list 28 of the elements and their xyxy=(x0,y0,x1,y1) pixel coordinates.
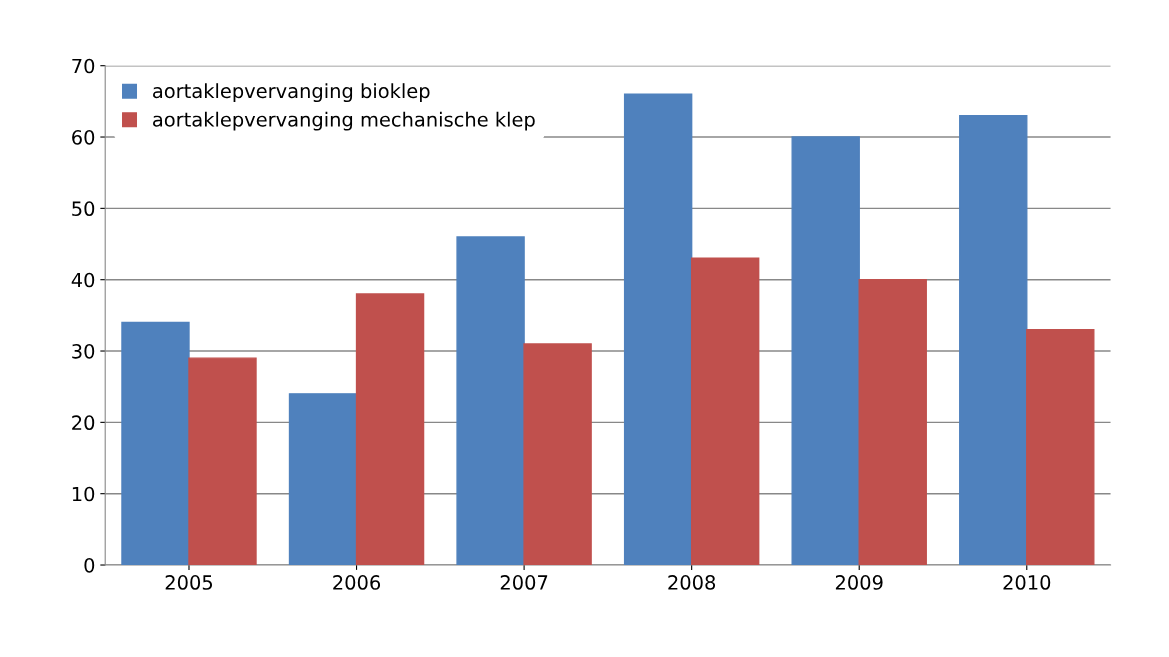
y-tick-label: 70 xyxy=(72,58,95,74)
y-tick-label: 0 xyxy=(84,557,95,573)
legend-label: aortaklepvervanging mechanische klep xyxy=(153,111,535,131)
x-tick-label: 2006 xyxy=(333,575,381,590)
x-tick-label: 2007 xyxy=(500,575,548,590)
x-tick-label: 2009 xyxy=(835,575,883,590)
x-tick-label: 2008 xyxy=(668,575,716,590)
bar xyxy=(1026,328,1095,566)
y-tick-label: 30 xyxy=(72,343,95,359)
bar xyxy=(456,236,525,566)
bar xyxy=(523,343,592,566)
x-tick-label: 2010 xyxy=(1003,575,1051,590)
y-tick-label: 50 xyxy=(72,201,95,217)
x-tick-label: 2005 xyxy=(165,575,213,590)
bar xyxy=(355,293,425,566)
bar xyxy=(959,114,1028,566)
y-tick-label: 20 xyxy=(72,415,95,431)
bar xyxy=(791,136,860,566)
bar xyxy=(690,257,760,566)
legend-label: aortaklepvervanging bioklep xyxy=(153,83,430,103)
bar xyxy=(623,93,693,566)
y-tick-label: 40 xyxy=(71,272,95,288)
bar xyxy=(121,321,190,566)
bar xyxy=(188,357,257,566)
bar xyxy=(288,393,358,566)
bar xyxy=(858,278,927,566)
y-tick-label: 10 xyxy=(72,486,95,502)
y-tick-label: 60 xyxy=(72,129,95,145)
